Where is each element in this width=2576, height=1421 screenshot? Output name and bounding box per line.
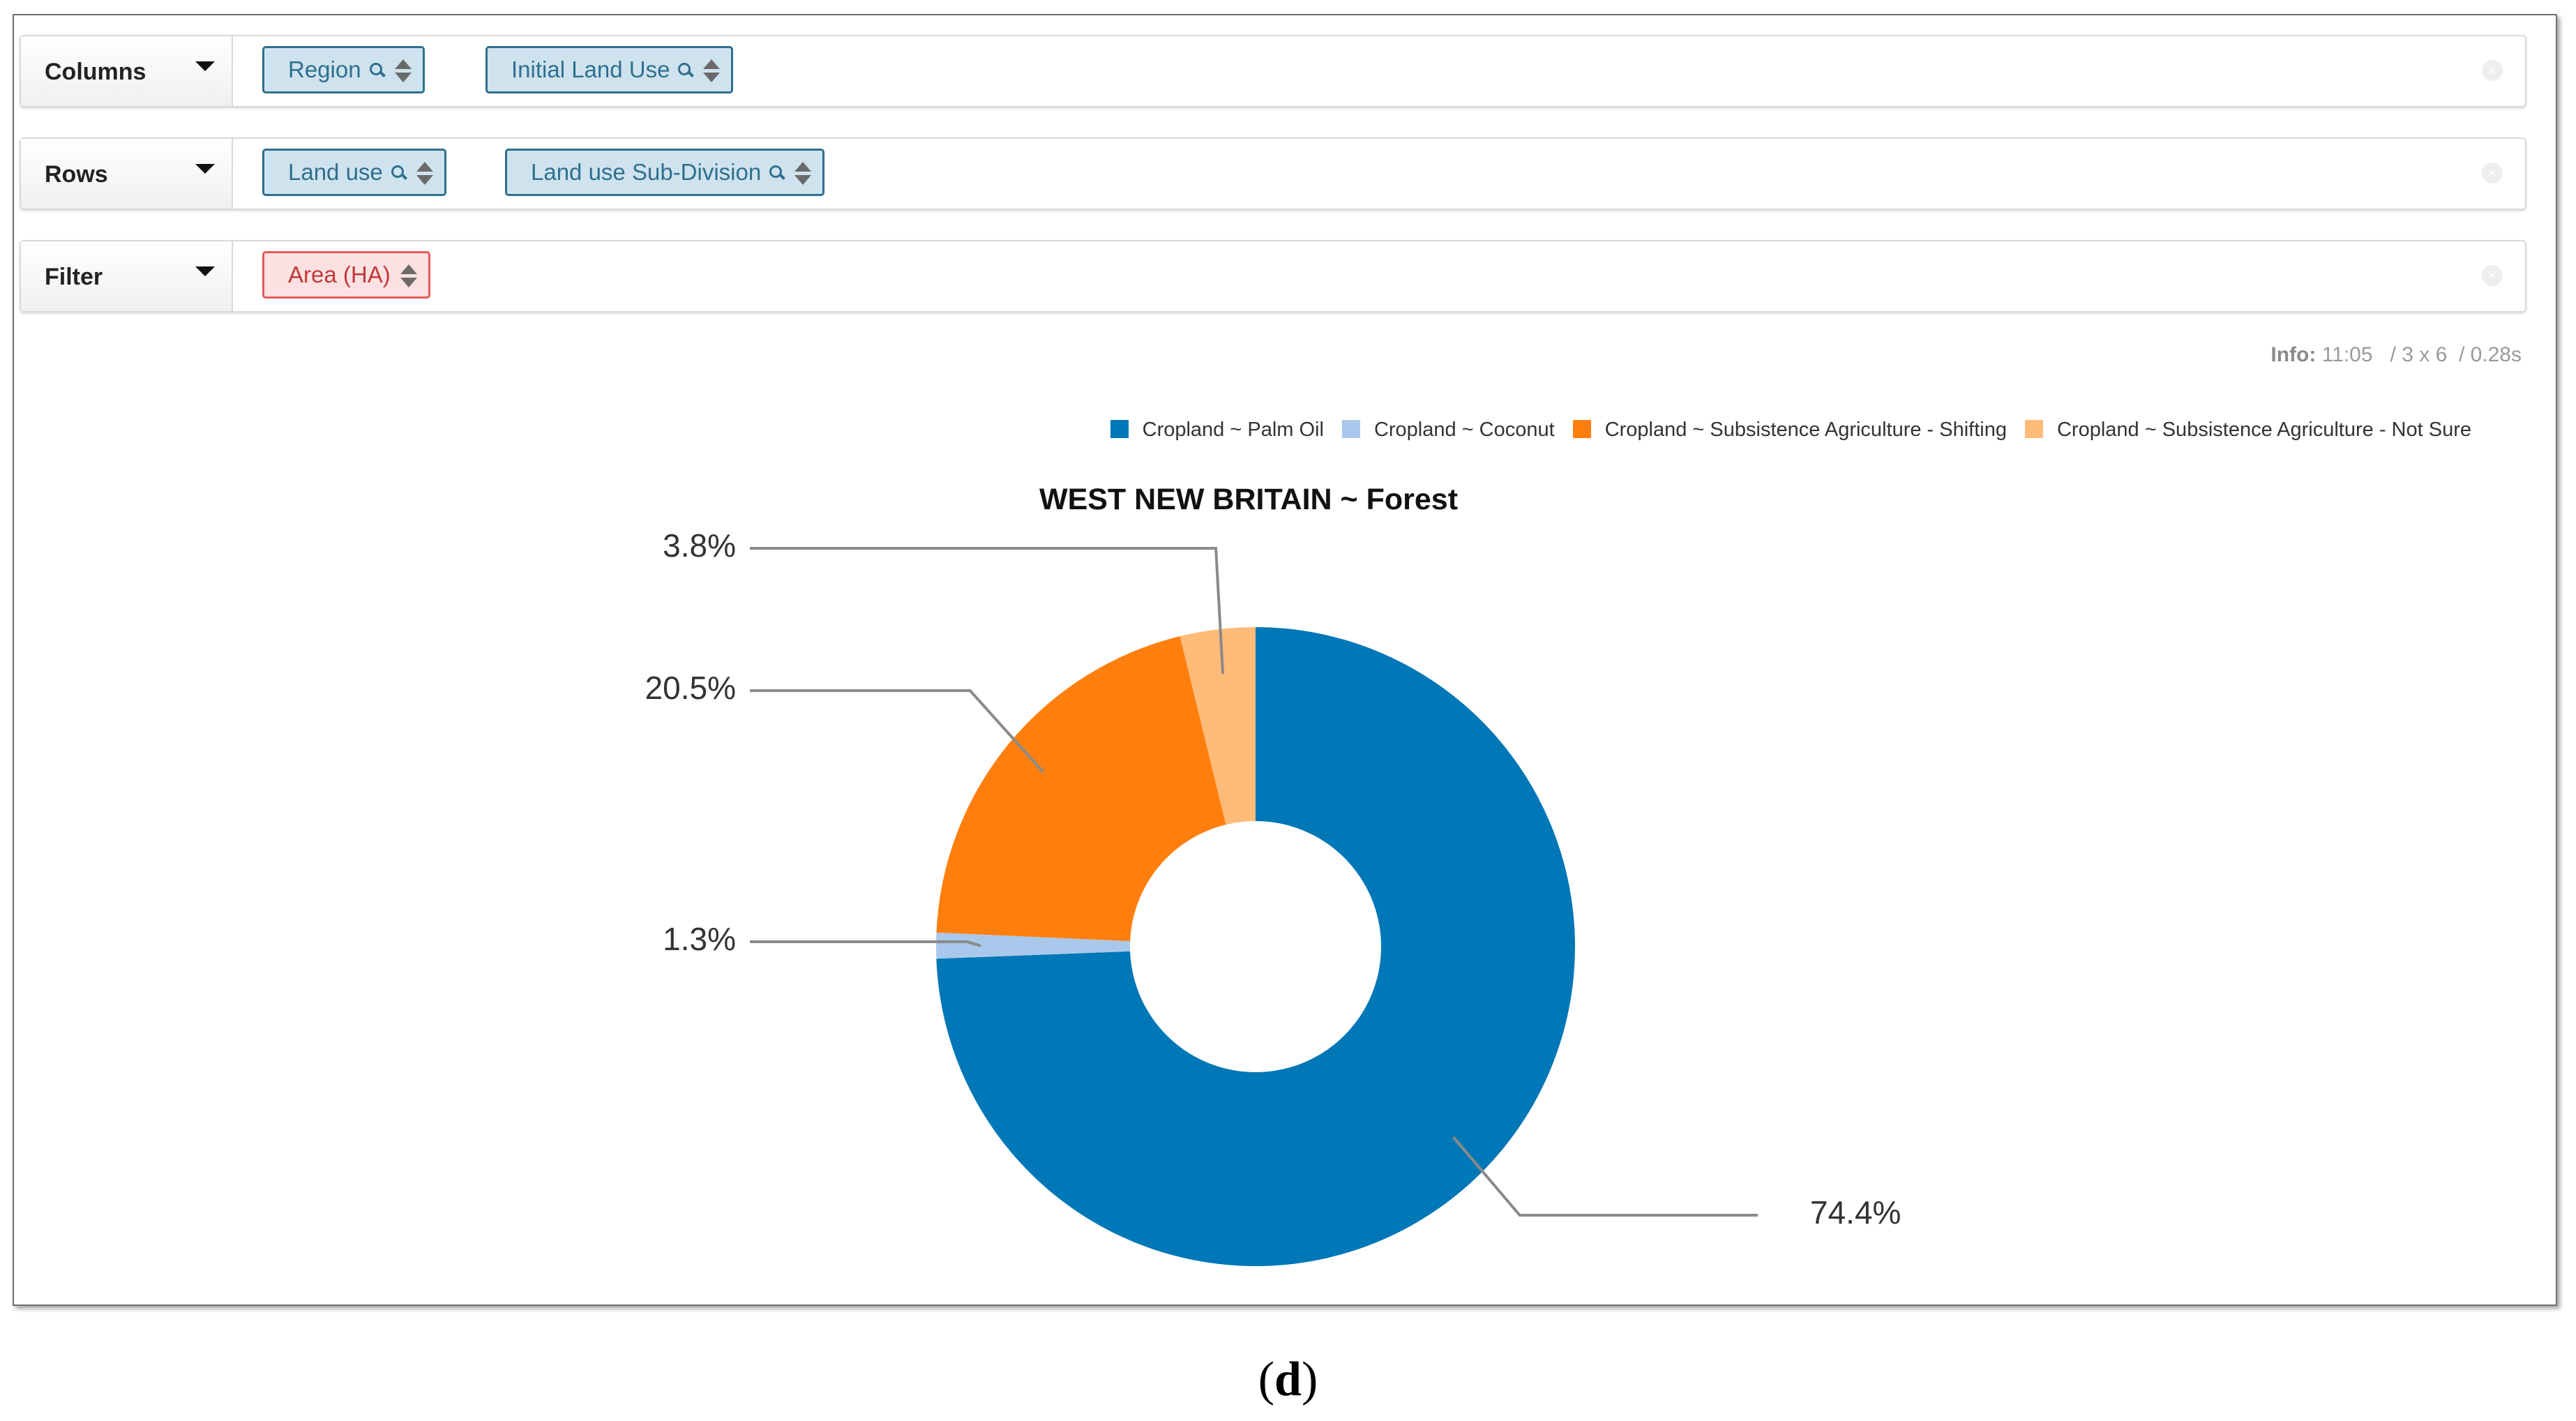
- chart-title: WEST NEW BRITAIN ~ Forest: [1039, 483, 1458, 516]
- columns-bar: Columns Region Initial Land Use ×: [20, 35, 2526, 107]
- slice-label: 74.4%: [1810, 1194, 1901, 1231]
- columns-label: Columns: [45, 59, 146, 85]
- legend-label: Cropland ~ Palm Oil: [1142, 419, 1324, 441]
- rows-menu-button[interactable]: Rows: [21, 139, 233, 209]
- search-icon[interactable]: [369, 61, 385, 81]
- legend-swatch: [2024, 420, 2043, 438]
- legend-swatch: [1341, 420, 1360, 438]
- chip-label: Land use: [288, 159, 383, 185]
- chart-legend: Cropland ~ Palm Oil Cropland ~ Coconut Cro…: [1092, 419, 2471, 442]
- pie-slice[interactable]: [1180, 627, 1256, 825]
- chip-label: Initial Land Use: [511, 57, 670, 82]
- clear-icon[interactable]: ×: [2482, 163, 2503, 183]
- caret-down-icon: [195, 61, 215, 71]
- info-line: Info: 11:05 / 3 x 6 / 0.28s: [2270, 343, 2522, 367]
- caption-letter: d: [1274, 1353, 1302, 1406]
- caption-open: (: [1258, 1353, 1275, 1406]
- chip-label: Region: [288, 57, 361, 82]
- chip-label: Land use Sub-Division: [531, 159, 762, 185]
- pie-slice[interactable]: [936, 627, 1575, 1266]
- legend-swatch: [1110, 420, 1129, 438]
- label-leader-line: [1452, 1136, 1758, 1217]
- clear-icon[interactable]: ×: [2482, 60, 2503, 81]
- label-leader-line: [750, 547, 1225, 675]
- chip-land-use-sub-division[interactable]: Land use Sub-Division: [505, 149, 825, 196]
- sort-icon[interactable]: [703, 59, 721, 83]
- slice-label: 3.8%: [663, 527, 736, 564]
- clear-icon[interactable]: ×: [2482, 265, 2503, 286]
- donut-chart: WEST NEW BRITAIN ~ Forest 74.4% 1.3% 20.5% 3…: [645, 483, 1901, 1266]
- sort-icon[interactable]: [416, 162, 433, 186]
- slice-label: 20.5%: [645, 670, 736, 706]
- filter-label: Filter: [45, 264, 103, 290]
- sort-icon[interactable]: [400, 264, 417, 288]
- search-icon[interactable]: [678, 61, 693, 81]
- info-duration: / 0.28s: [2458, 343, 2522, 366]
- chip-label: Area (HA): [288, 262, 391, 287]
- pie-slice[interactable]: [936, 636, 1226, 942]
- chip-area-ha[interactable]: Area (HA): [262, 251, 430, 299]
- rows-bar: Rows Land use Land use Sub-Division ×: [20, 137, 2526, 210]
- legend-label: Cropland ~ Coconut: [1373, 419, 1555, 441]
- columns-menu-button[interactable]: Columns: [21, 36, 233, 106]
- sort-icon[interactable]: [394, 59, 412, 83]
- chip-region[interactable]: Region: [262, 46, 425, 93]
- slice-label: 1.3%: [663, 921, 736, 957]
- caret-down-icon: [195, 164, 215, 174]
- figure-caption: (d): [0, 1352, 2576, 1408]
- caret-down-icon: [195, 266, 215, 276]
- search-icon[interactable]: [391, 164, 407, 183]
- pie-slice[interactable]: [936, 932, 1131, 959]
- chip-initial-land-use[interactable]: Initial Land Use: [485, 46, 734, 93]
- chip-land-use[interactable]: Land use: [262, 149, 446, 196]
- filter-bar: Filter Area (HA) ×: [20, 240, 2526, 313]
- search-icon[interactable]: [769, 164, 785, 183]
- label-leader-line: [750, 940, 981, 947]
- label-leader-line: [750, 689, 1045, 774]
- legend-item[interactable]: Cropland ~ Coconut: [1341, 419, 1555, 442]
- legend-label: Cropland ~ Subsistence Agriculture - Shi…: [1604, 419, 2007, 441]
- info-label: Info:: [2270, 343, 2317, 366]
- rows-label: Rows: [45, 161, 108, 188]
- legend-item[interactable]: Cropland ~ Subsistence Agriculture - Shi…: [1572, 419, 2007, 442]
- legend-label: Cropland ~ Subsistence Agriculture - Not…: [2056, 419, 2471, 441]
- filter-menu-button[interactable]: Filter: [21, 241, 233, 311]
- info-dims: / 3 x 6: [2390, 343, 2448, 366]
- legend-swatch: [1572, 420, 1591, 438]
- legend-item[interactable]: Cropland ~ Palm Oil: [1110, 419, 1324, 442]
- legend-item[interactable]: Cropland ~ Subsistence Agriculture - Not…: [2024, 419, 2471, 442]
- caption-close: ): [1301, 1353, 1318, 1406]
- info-time: 11:05: [2321, 343, 2373, 366]
- sort-icon[interactable]: [794, 162, 812, 186]
